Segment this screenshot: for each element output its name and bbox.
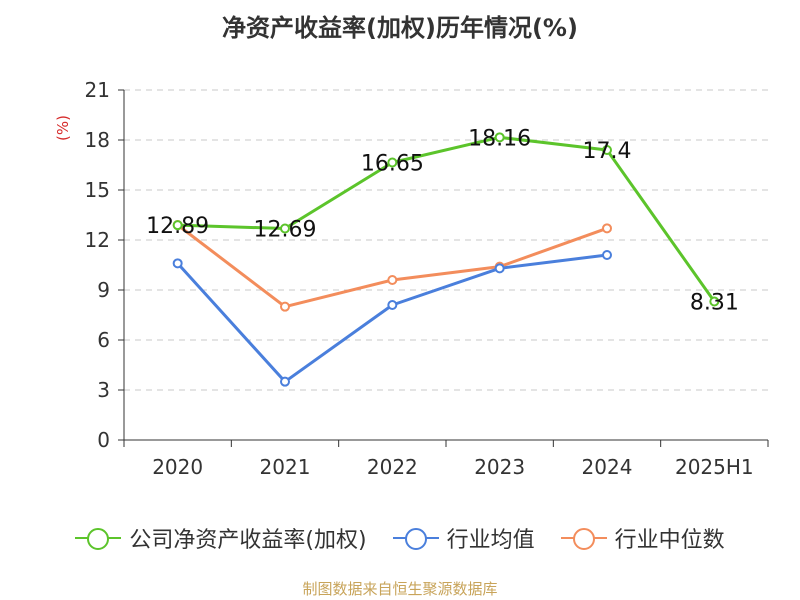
x-tick-label: 2022	[367, 455, 418, 479]
x-tick-label: 2023	[474, 455, 525, 479]
data-label: 17.4	[583, 139, 632, 164]
y-tick-label: 18	[85, 128, 110, 152]
series-line	[176, 135, 716, 303]
y-tick-label: 3	[97, 378, 110, 402]
data-label: 16.65	[361, 152, 424, 177]
source-note: 制图数据来自恒生聚源数据库	[302, 580, 498, 598]
data-point	[494, 132, 505, 143]
data-label: 12.69	[254, 218, 317, 243]
data-point	[387, 275, 398, 285]
legend-label: 行业均值	[446, 528, 535, 553]
y-tick-label: 12	[85, 228, 110, 252]
chart-title: 净资产收益率(加权)历年情况(%)	[222, 14, 578, 42]
y-tick-label: 9	[97, 278, 110, 302]
data-point	[280, 223, 290, 234]
y-tick-label: 21	[85, 78, 110, 102]
data-point	[280, 376, 290, 387]
data-label: 8.31	[690, 291, 739, 316]
data-point	[709, 296, 720, 307]
y-tick-label: 0	[97, 428, 110, 452]
legend-item-company-roe[interactable]: 公司净资产收益率(加权)	[75, 522, 367, 554]
x-tick-label: 2020	[152, 455, 203, 479]
data-point	[602, 145, 612, 155]
data-point	[387, 300, 398, 310]
x-tick-label: 2024	[582, 455, 633, 479]
legend-item-industry-median[interactable]: 行业中位数	[560, 522, 725, 554]
legend-marker-icon	[560, 528, 607, 550]
legend-label: 公司净资产收益率(加权)	[129, 528, 367, 553]
data-point	[280, 301, 290, 312]
y-tick-label: 15	[85, 178, 110, 202]
series-line	[176, 223, 609, 309]
legend-marker-icon	[392, 528, 439, 550]
data-label: 12.89	[146, 214, 209, 239]
x-tick-label: 2025H1	[675, 455, 754, 479]
legend: 公司净资产收益率(加权) 行业均值 行业中位数	[0, 520, 800, 556]
legend-marker-icon	[75, 528, 122, 550]
data-point	[172, 258, 183, 269]
legend-label: 行业中位数	[614, 528, 725, 553]
data-label: 18.16	[468, 126, 531, 151]
data-point	[387, 157, 398, 168]
data-point	[172, 220, 183, 231]
y-tick-label: 6	[97, 328, 110, 352]
data-point	[494, 263, 505, 274]
y-axis-label: (%)	[54, 115, 72, 141]
x-tick-label: 2021	[260, 455, 311, 479]
data-point	[602, 223, 612, 234]
legend-item-industry-mean[interactable]: 行业均值	[392, 522, 535, 554]
data-point	[602, 250, 612, 260]
